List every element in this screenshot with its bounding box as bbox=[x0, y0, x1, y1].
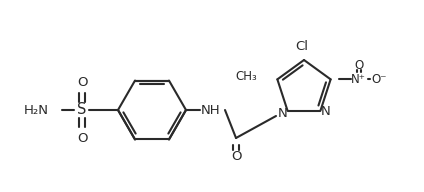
Text: H₂N: H₂N bbox=[24, 103, 49, 117]
Text: O: O bbox=[354, 59, 363, 72]
Text: O: O bbox=[77, 75, 87, 89]
Text: O⁻: O⁻ bbox=[371, 73, 386, 86]
Text: Cl: Cl bbox=[296, 40, 309, 52]
Text: NH: NH bbox=[201, 103, 221, 117]
Text: O: O bbox=[77, 132, 87, 145]
Text: S: S bbox=[77, 103, 86, 118]
Text: N⁺: N⁺ bbox=[351, 73, 366, 86]
Text: CH₃: CH₃ bbox=[236, 70, 257, 83]
Text: N: N bbox=[278, 107, 287, 120]
Text: O: O bbox=[231, 150, 241, 162]
Text: N: N bbox=[321, 105, 330, 118]
